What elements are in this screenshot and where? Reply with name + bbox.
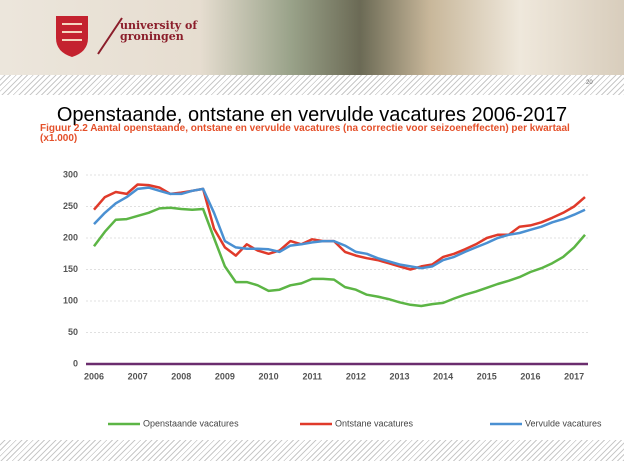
legend-label: Ontstane vacatures bbox=[335, 418, 414, 428]
legend-label: Openstaande vacatures bbox=[143, 418, 239, 428]
x-tick-label: 2013 bbox=[389, 371, 409, 381]
x-tick-label: 2015 bbox=[477, 371, 497, 381]
y-tick-label: 50 bbox=[68, 327, 78, 337]
x-tick-label: 2012 bbox=[346, 371, 366, 381]
x-tick-label: 2014 bbox=[433, 371, 453, 381]
series-line bbox=[94, 185, 585, 270]
x-tick-label: 2009 bbox=[215, 371, 235, 381]
y-tick-label: 300 bbox=[63, 169, 78, 179]
series-line bbox=[94, 208, 585, 306]
x-tick-label: 2017 bbox=[564, 371, 584, 381]
x-tick-label: 2008 bbox=[171, 371, 191, 381]
x-tick-label: 2006 bbox=[84, 371, 104, 381]
x-tick-label: 2016 bbox=[520, 371, 540, 381]
legend-label: Vervulde vacatures bbox=[525, 418, 602, 428]
y-tick-label: 0 bbox=[73, 358, 78, 368]
y-tick-label: 100 bbox=[63, 295, 78, 305]
x-tick-label: 2010 bbox=[259, 371, 279, 381]
y-tick-label: 150 bbox=[63, 264, 78, 274]
chart: 0 50 100 150 200 250 300 2006 2007 2008 2009 2010 20… bbox=[0, 0, 624, 461]
x-tick-label: 2011 bbox=[302, 371, 322, 381]
y-tick-label: 250 bbox=[63, 201, 78, 211]
series-line bbox=[94, 188, 585, 269]
slide: university of groningen 20 Openstaande, … bbox=[0, 0, 624, 461]
y-tick-label: 200 bbox=[63, 232, 78, 242]
x-tick-label: 2007 bbox=[128, 371, 148, 381]
